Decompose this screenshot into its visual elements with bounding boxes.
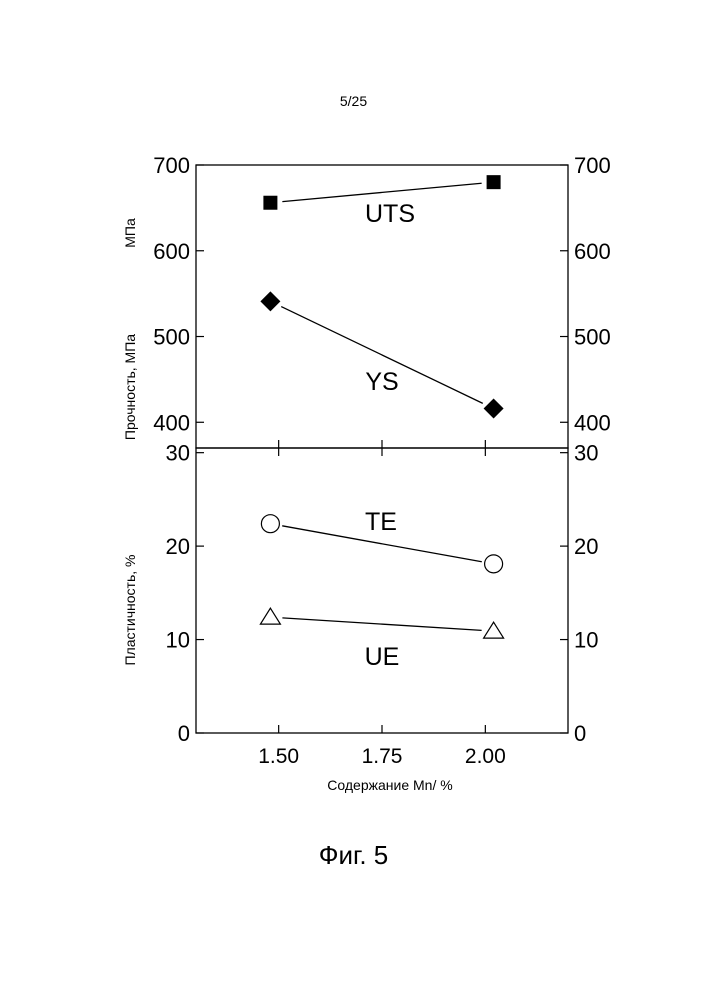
ys-point xyxy=(260,291,281,312)
bottom-left-ytick-label: 20 xyxy=(166,534,190,559)
ys-series-line xyxy=(280,305,484,404)
ue-series-label: UE xyxy=(365,643,400,671)
bottom-left-ytick-label: 10 xyxy=(166,628,190,653)
uts-point xyxy=(486,175,501,190)
bottom-right-ytick-label: 30 xyxy=(574,441,598,466)
ue-point xyxy=(482,621,505,639)
top-y-axis-label-secondary: МПа xyxy=(122,218,138,248)
xtick-label: 1.75 xyxy=(362,745,403,768)
x-axis-label: Содержание Mn/ % xyxy=(327,777,452,793)
top-y-axis-label: Прочность, МПа xyxy=(122,334,138,440)
top-right-ytick-label: 600 xyxy=(574,239,611,264)
top-left-ytick-label: 500 xyxy=(153,325,190,350)
uts-point xyxy=(263,195,278,210)
bottom-y-axis-label: Пластичность, % xyxy=(122,555,138,666)
ue-point xyxy=(259,606,282,625)
bottom-right-ytick-label: 0 xyxy=(574,721,586,746)
ys-series-label: YS xyxy=(365,368,398,396)
te-point xyxy=(484,554,504,574)
uts-series-label: UTS xyxy=(365,200,415,228)
page-number: 5/25 xyxy=(339,93,368,109)
ue-series-line xyxy=(282,617,482,632)
te-series-line xyxy=(282,525,482,563)
top-right-ytick-label: 700 xyxy=(574,153,611,178)
uts-series-line xyxy=(282,182,482,203)
bottom-left-ytick-label: 0 xyxy=(178,721,190,746)
top-right-ytick-label: 500 xyxy=(574,325,611,350)
top-left-ytick-label: 400 xyxy=(153,410,190,435)
top-left-ytick-label: 600 xyxy=(153,239,190,264)
bottom-left-ytick-label: 30 xyxy=(166,441,190,466)
top-right-ytick-label: 400 xyxy=(574,410,611,435)
xtick-label: 2.00 xyxy=(465,745,506,768)
te-series-label: TE xyxy=(365,508,397,536)
top-left-ytick-label: 700 xyxy=(153,153,190,178)
te-point xyxy=(260,514,280,534)
figure-caption: Фиг. 5 xyxy=(318,840,389,870)
bottom-right-ytick-label: 20 xyxy=(574,534,598,559)
xtick-label: 1.50 xyxy=(258,745,299,768)
ys-point xyxy=(483,398,504,419)
bottom-panel-frame xyxy=(195,447,569,734)
bottom-right-ytick-label: 10 xyxy=(574,628,598,653)
